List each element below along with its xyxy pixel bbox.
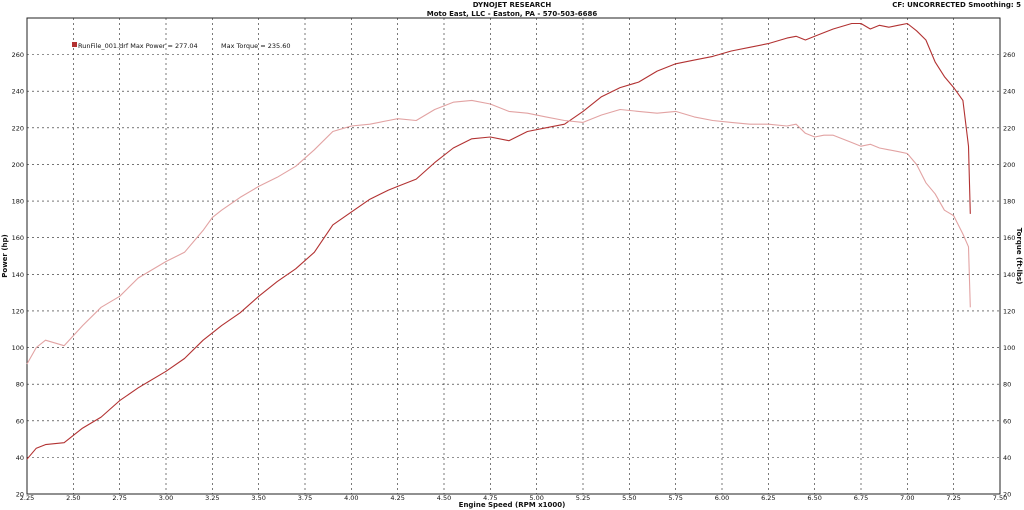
y-left-tick-label: 240 xyxy=(12,88,24,96)
y-left-tick-label: 60 xyxy=(16,417,24,425)
x-tick-label: 5.50 xyxy=(622,494,636,502)
x-tick-label: 6.00 xyxy=(715,494,729,502)
plot-frame xyxy=(26,17,1001,495)
series-line-power xyxy=(26,22,971,460)
y-left-tick-label: 120 xyxy=(12,307,24,315)
y-right-tick-label: 20 xyxy=(1003,491,1011,499)
y-left-tick-label: 200 xyxy=(12,161,24,169)
y-left-tick-label: 100 xyxy=(12,344,24,352)
y-right-tick-label: 60 xyxy=(1003,417,1011,425)
series-lines xyxy=(26,22,971,460)
legend-run-label: RunFile_001.drf Max Power = 277.04 xyxy=(78,42,198,50)
y-right-tick-label: 260 xyxy=(1003,51,1015,59)
chart-title: DYNOJET RESEARCH xyxy=(473,1,552,9)
y-right-tick-label: 160 xyxy=(1003,234,1015,242)
correction-info: CF: UNCORRECTED Smoothing: 5 xyxy=(892,1,1021,9)
y-right-tick-label: 180 xyxy=(1003,198,1015,206)
x-tick-label: 5.75 xyxy=(668,494,682,502)
x-tick-label: 4.00 xyxy=(344,494,358,502)
x-tick-label: 6.75 xyxy=(854,494,868,502)
x-tick-label: 2.75 xyxy=(112,494,126,502)
x-tick-label: 3.25 xyxy=(205,494,219,502)
y-right-tick-label: 120 xyxy=(1003,307,1015,315)
x-tick-label: 2.50 xyxy=(66,494,80,502)
x-tick-label: 5.00 xyxy=(529,494,543,502)
y-right-tick-label: 240 xyxy=(1003,88,1015,96)
x-tick-label: 6.25 xyxy=(761,494,775,502)
legend-swatch xyxy=(72,42,77,47)
x-tick-label: 5.25 xyxy=(576,494,590,502)
x-axis-label: Engine Speed (RPM x1000) xyxy=(459,501,566,509)
y-right-tick-label: 40 xyxy=(1003,454,1011,462)
y-left-tick-label: 140 xyxy=(12,271,24,279)
y-left-tick-label: 180 xyxy=(12,198,24,206)
x-tick-label: 3.50 xyxy=(251,494,265,502)
y-axis-left-label: Power (hp) xyxy=(1,234,9,277)
legend-torque-label: Max Torque = 235.60 xyxy=(221,42,290,50)
y-left-tick-label: 260 xyxy=(12,51,24,59)
y-right-tick-label: 80 xyxy=(1003,381,1011,389)
y-right-tick-label: 140 xyxy=(1003,271,1015,279)
y-right-tick-label: 200 xyxy=(1003,161,1015,169)
chart-subtitle: Moto East, LLC - Easton, PA - 570-503-66… xyxy=(427,10,598,18)
x-tick-label: 4.75 xyxy=(483,494,497,502)
y-right-tick-label: 100 xyxy=(1003,344,1015,352)
y-left-tick-label: 160 xyxy=(12,234,24,242)
x-tick-label: 3.75 xyxy=(298,494,312,502)
y-left-tick-label: 220 xyxy=(12,124,24,132)
x-tick-label: 7.50 xyxy=(993,494,1007,502)
x-axis-ticks: 2.25 2.50 2.75 3.00 3.25 3.50 3.75 4.00 4.25 4.50… xyxy=(20,494,1007,502)
y-axis-left-ticks: 20 40 60 80 100 120 140 160 180 200 220 240 260 xyxy=(12,51,24,498)
y-left-tick-label: 80 xyxy=(16,381,24,389)
x-tick-label: 4.50 xyxy=(437,494,451,502)
y-right-tick-label: 220 xyxy=(1003,124,1015,132)
x-tick-label: 7.00 xyxy=(900,494,914,502)
x-tick-label: 6.50 xyxy=(807,494,821,502)
y-left-tick-label: 40 xyxy=(16,454,24,462)
x-tick-label: 4.25 xyxy=(390,494,404,502)
x-tick-label: 7.25 xyxy=(946,494,960,502)
grid-lines xyxy=(26,18,1001,495)
series-line-torque xyxy=(26,99,971,365)
y-left-tick-label: 20 xyxy=(16,491,24,499)
y-axis-right-label: Torque (ft-lbs) xyxy=(1015,228,1023,285)
x-tick-label: 3.00 xyxy=(159,494,173,502)
x-tick-label: 2.25 xyxy=(20,494,34,502)
y-axis-right-ticks: 20 40 60 80 100 120 140 160 180 200 220 240 260 xyxy=(1003,51,1015,498)
